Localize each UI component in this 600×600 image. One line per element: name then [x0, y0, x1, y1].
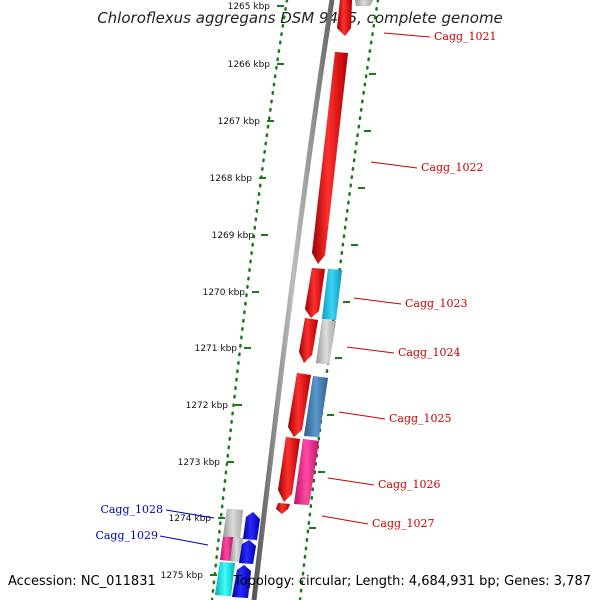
gene-label-group: Cagg_1026 — [327, 477, 441, 491]
ruler-tick: 1268 kbp — [210, 174, 266, 184]
tick-label: 1275 kbp — [161, 571, 204, 581]
ruler-tick: 1271 kbp — [195, 344, 251, 354]
tick-label: 1274 kbp — [169, 514, 212, 524]
gene-leader-line — [165, 509, 215, 519]
gene-label: Cagg_1029 — [95, 529, 158, 542]
gene-leader-line — [346, 346, 395, 354]
gene-label: Cagg_1024 — [398, 346, 461, 359]
gene-block-steel — [303, 375, 329, 438]
gene-label-group: Cagg_1021 — [383, 30, 497, 43]
gene-arrow-cagg-1028 — [242, 511, 261, 541]
gene-label-group: Cagg_1025 — [338, 411, 452, 425]
gene-label-group: Cagg_1028 — [100, 503, 215, 519]
tick-label: 1267 kbp — [218, 117, 261, 127]
tick-label: 1268 kbp — [210, 174, 253, 184]
gene-label-group: Cagg_1027 — [321, 515, 435, 530]
tick-label: 1270 kbp — [203, 288, 246, 298]
gene-features — [214, 0, 374, 599]
gene-block-grey — [315, 319, 337, 365]
gene-arrow-cagg-1027 — [275, 502, 291, 515]
ruler-tick: 1273 kbp — [178, 458, 234, 468]
accession-label: Accession: NC_011831 — [8, 574, 156, 589]
gene-arrow-cagg-1024 — [298, 317, 319, 364]
ruler-tick: 1269 kbp — [212, 231, 268, 241]
tick-label: 1265 kbp — [228, 2, 271, 12]
gene-label: Cagg_1027 — [372, 517, 435, 530]
ruler-ticks: 1265 kbp 1266 kbp 1267 kbp 1268 kbp 1269 kbp… — [161, 2, 376, 581]
gene-block-pink — [293, 438, 320, 506]
gene-arrow-cagg-1021 — [336, 0, 353, 37]
gene-leader-line — [383, 32, 431, 38]
ruler-tick: 1275 kbp — [161, 571, 217, 581]
gene-label-group: Cagg_1022 — [370, 161, 484, 174]
gene-label: Cagg_1022 — [421, 161, 484, 174]
map-title: Chloroflexus aggregans DSM 9485, complet… — [97, 9, 503, 27]
gene-leader-line — [370, 161, 418, 169]
gene-leader-line — [321, 515, 369, 525]
gene-label: Cagg_1025 — [389, 412, 452, 425]
gene-arrow-cagg-1029 — [238, 539, 257, 565]
inner-ruler-dots — [210, 0, 289, 600]
gene-label-group: Cagg_1023 — [353, 297, 468, 310]
ruler-tick: 1270 kbp — [203, 288, 259, 298]
gene-leader-line — [159, 535, 209, 546]
gene-arrow-cagg-1026 — [277, 436, 301, 503]
gene-arrow-blue-lower — [231, 564, 252, 599]
ruler-tick: 1274 kbp — [169, 514, 225, 524]
gene-label: Cagg_1026 — [378, 478, 441, 491]
tick-label: 1272 kbp — [186, 401, 229, 411]
gene-leader-line — [327, 477, 375, 486]
ruler-tick: 1266 kbp — [228, 60, 284, 70]
ruler-tick: 1272 kbp — [186, 401, 242, 411]
tick-label: 1273 kbp — [178, 458, 221, 468]
gene-leader-line — [338, 411, 386, 420]
gene-arrow-cagg-1025 — [287, 372, 312, 438]
gene-label: Cagg_1023 — [405, 297, 468, 310]
gene-labels: Cagg_1021 Cagg_1022 Cagg_1023 Cagg_1024 Cagg… — [95, 30, 497, 546]
gene-label: Cagg_1028 — [100, 503, 163, 516]
genome-backbone — [251, 0, 335, 600]
topology-label: Topology: circular; Length: 4,684,931 bp… — [233, 574, 591, 589]
gene-block-grey-lower — [222, 508, 244, 539]
gene-label-group: Cagg_1024 — [346, 346, 461, 359]
ruler-tick: 1265 kbp — [228, 2, 284, 12]
gene-arrow-cagg-1023 — [304, 267, 326, 319]
tick-label: 1271 kbp — [195, 344, 238, 354]
gene-label-group: Cagg_1029 — [95, 529, 209, 546]
gene-block-cyan — [321, 268, 343, 321]
ruler-tick: 1267 kbp — [218, 117, 274, 127]
gene-block-aqua — [214, 561, 236, 597]
gene-arrow-cagg-1022 — [311, 51, 349, 265]
gene-label: Cagg_1021 — [434, 30, 497, 43]
gene-leader-line — [353, 297, 402, 305]
tick-label: 1266 kbp — [228, 60, 271, 70]
tick-label: 1269 kbp — [212, 231, 255, 241]
gene-block-grey-top — [354, 0, 374, 7]
